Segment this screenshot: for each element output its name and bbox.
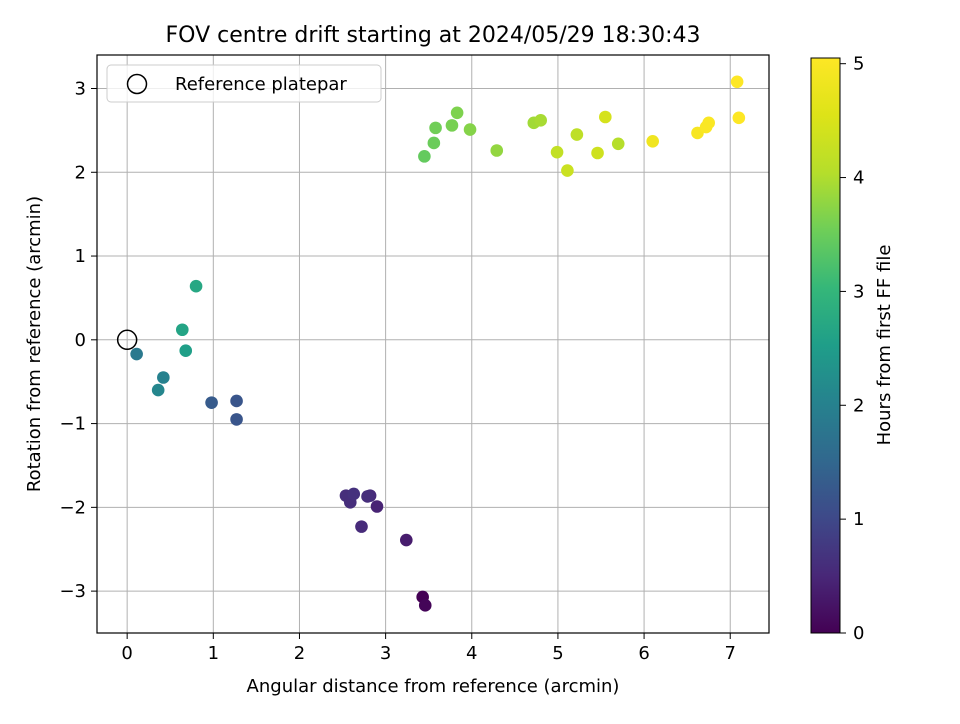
data-point-22 (445, 119, 459, 132)
data-point-3 (370, 500, 384, 513)
data-point-16 (179, 344, 193, 358)
data-point-9 (347, 487, 361, 501)
colorbar-tick-label: 0 (853, 623, 864, 644)
y-tick-label: −3 (59, 581, 86, 602)
data-points (116, 75, 746, 612)
colorbar: 0 1 2 3 4 5 Hours from first FF file (810, 54, 895, 644)
grid (97, 55, 769, 633)
data-point-19 (418, 150, 431, 163)
y-axis-ticks: −3 −2 −1 0 1 2 3 (59, 79, 97, 602)
x-tick-label: 3 (380, 643, 391, 664)
data-point-21 (429, 121, 442, 135)
colorbar-tick-label: 1 (853, 509, 864, 530)
data-point-23 (450, 106, 464, 120)
x-tick-label: 1 (208, 643, 219, 664)
data-point-12 (205, 396, 218, 409)
data-point-27 (534, 114, 547, 127)
data-point-34 (646, 134, 659, 148)
data-point-33 (599, 110, 612, 124)
data-point-1 (418, 599, 432, 612)
plot-area (97, 55, 769, 633)
data-point-10 (230, 413, 243, 426)
legend-label-reference: Reference platepar (175, 74, 347, 95)
plot-frame (96, 54, 770, 634)
x-axis-ticks: 0 1 2 3 4 5 6 7 (121, 633, 736, 664)
data-point-15 (151, 383, 165, 397)
y-tick-label: 3 (75, 79, 86, 100)
legend-box (106, 64, 382, 103)
data-point-13 (130, 347, 143, 361)
data-point-28 (611, 137, 625, 151)
colorbar-tick-label: 3 (853, 281, 864, 302)
x-tick-label: 7 (725, 643, 736, 664)
x-tick-label: 6 (638, 643, 649, 664)
y-tick-label: −1 (59, 414, 86, 435)
x-tick-label: 5 (552, 643, 563, 664)
data-point-6 (361, 490, 374, 503)
x-axis-label: Angular distance from reference (arcmin) (247, 676, 620, 697)
chart-title: FOV centre drift starting at 2024/05/29 … (166, 23, 701, 48)
colorbar-ticks: 0 1 2 3 4 5 (840, 54, 864, 644)
data-point-29 (570, 128, 584, 141)
y-tick-label: 0 (75, 330, 86, 351)
data-point-38 (732, 111, 746, 125)
data-point-24 (463, 123, 477, 136)
data-point-30 (550, 145, 564, 159)
data-point-39 (730, 75, 744, 89)
data-point-31 (561, 164, 574, 177)
y-tick-label: 1 (75, 246, 86, 267)
data-point-37 (702, 116, 715, 130)
data-point-11 (230, 394, 243, 408)
colorbar-tick-label: 5 (853, 54, 864, 75)
data-point-25 (490, 144, 504, 157)
data-point-4 (355, 520, 368, 533)
legend-marker-reference (126, 73, 148, 95)
colorbar-label: Hours from first FF file (874, 245, 895, 446)
reference-platepar-marker (116, 329, 138, 351)
data-point-17 (175, 323, 189, 337)
colorbar-tick-label: 4 (853, 168, 864, 189)
data-point-14 (157, 371, 170, 384)
y-axis-label: Rotation from reference (arcmin) (24, 196, 45, 492)
colorbar-gradient (810, 57, 841, 634)
x-tick-label: 4 (466, 643, 477, 664)
data-point-20 (427, 136, 441, 150)
y-tick-label: −2 (59, 497, 86, 518)
legend: Reference platepar (106, 64, 382, 103)
data-point-18 (189, 279, 203, 293)
x-tick-label: 0 (121, 643, 132, 664)
data-point-32 (591, 146, 604, 160)
x-tick-label: 2 (294, 643, 305, 664)
data-point-2 (399, 533, 413, 547)
y-tick-label: 2 (75, 162, 86, 183)
colorbar-tick-label: 2 (853, 395, 864, 416)
